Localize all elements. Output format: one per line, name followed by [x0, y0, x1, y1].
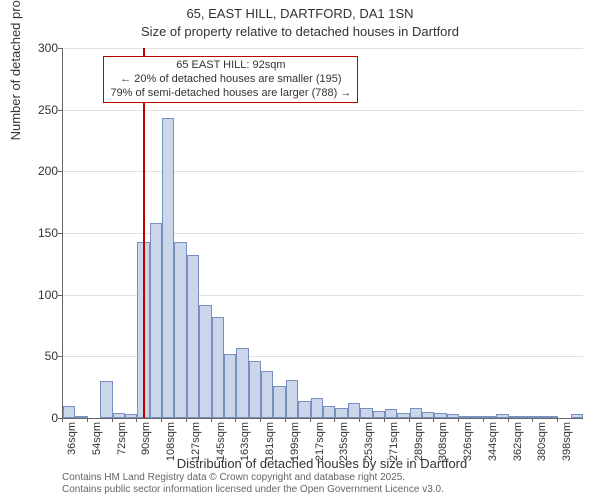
- bar: [410, 408, 422, 418]
- bar: [311, 398, 323, 418]
- bar: [100, 381, 112, 418]
- bar: [373, 411, 385, 418]
- bar: [335, 408, 347, 418]
- y-tick-label: 0: [28, 411, 58, 425]
- bar: [199, 305, 211, 418]
- y-tick-label: 100: [28, 288, 58, 302]
- bar: [249, 361, 261, 418]
- bars-group: [63, 48, 583, 418]
- bar: [63, 406, 75, 418]
- bar: [571, 414, 583, 418]
- bar: [484, 416, 496, 418]
- chart-footer: Contains HM Land Registry data © Crown c…: [62, 472, 444, 496]
- chart-title-line1: 65, EAST HILL, DARTFORD, DA1 1SN: [0, 6, 600, 21]
- y-tick-label: 250: [28, 103, 58, 117]
- bar: [348, 403, 360, 418]
- bar: [162, 118, 174, 418]
- bar: [212, 317, 224, 418]
- y-axis-label: Number of detached properties: [8, 0, 23, 140]
- y-tick-label: 50: [28, 349, 58, 363]
- footer-line2: Contains public sector information licen…: [62, 484, 444, 496]
- infobox-line3: 79% of semi-detached houses are larger (…: [110, 87, 351, 101]
- bar: [174, 242, 186, 418]
- bar: [533, 416, 545, 418]
- y-tick-label: 150: [28, 226, 58, 240]
- bar: [113, 413, 125, 418]
- bar: [360, 408, 372, 418]
- infobox-line2: ← 20% of detached houses are smaller (19…: [110, 73, 351, 87]
- bar: [509, 416, 521, 418]
- bar: [261, 371, 273, 418]
- infobox-line1: 65 EAST HILL: 92sqm: [110, 59, 351, 73]
- plot-area: 65 EAST HILL: 92sqm ← 20% of detached ho…: [62, 48, 583, 419]
- bar: [459, 416, 471, 418]
- bar: [224, 354, 236, 418]
- chart-title-line2: Size of property relative to detached ho…: [0, 24, 600, 39]
- bar: [434, 413, 446, 418]
- bar: [385, 409, 397, 418]
- reference-line: [143, 48, 145, 418]
- footer-line1: Contains HM Land Registry data © Crown c…: [62, 472, 444, 484]
- bar: [236, 348, 248, 418]
- bar: [273, 386, 285, 418]
- bar: [187, 255, 199, 418]
- y-tick-label: 300: [28, 41, 58, 55]
- bar: [298, 401, 310, 418]
- y-tick-label: 200: [28, 164, 58, 178]
- reference-info-box: 65 EAST HILL: 92sqm ← 20% of detached ho…: [103, 56, 358, 103]
- x-axis-label: Distribution of detached houses by size …: [62, 456, 582, 471]
- bar: [150, 223, 162, 418]
- histogram-chart: 65, EAST HILL, DARTFORD, DA1 1SN Size of…: [0, 0, 600, 500]
- bar: [323, 406, 335, 418]
- bar: [286, 380, 298, 418]
